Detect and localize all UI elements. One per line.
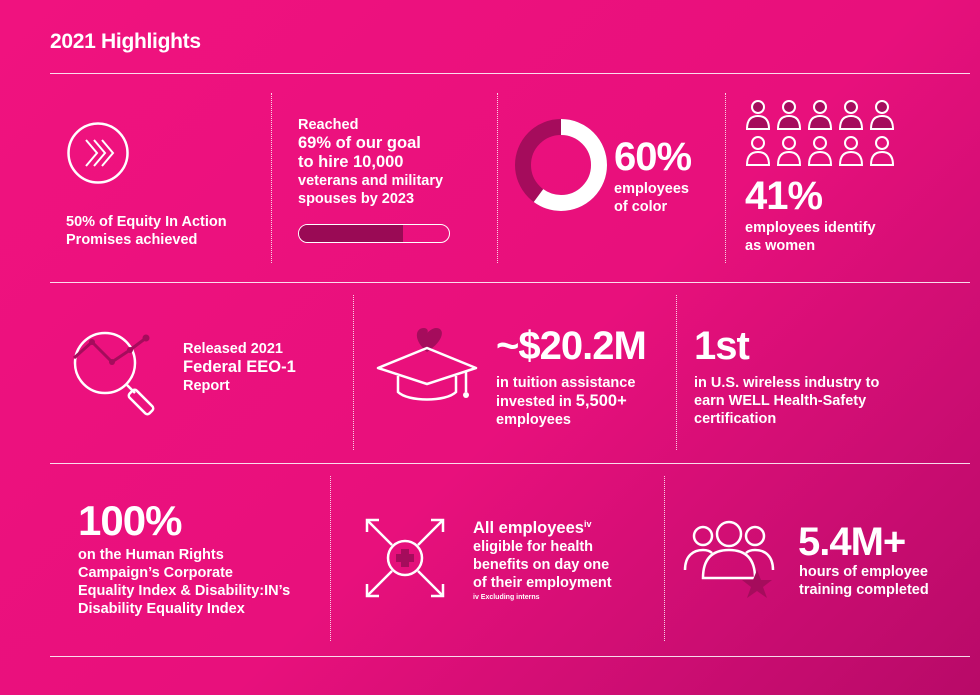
color-label2: of color: [614, 199, 668, 215]
veterans-line1: Reached: [298, 117, 359, 133]
veterans-progress-bar: [298, 224, 450, 243]
hrc-line1: on the Human Rights: [78, 547, 224, 563]
tuition-line1: in tuition assistance: [496, 375, 636, 391]
person-icon: [776, 100, 802, 130]
divider-v: [271, 93, 272, 263]
people-grid-icon: [744, 99, 904, 170]
divider-row2: [50, 463, 970, 464]
tuition-line2a: invested in: [496, 394, 576, 410]
graduation-cap-heart-icon: [374, 326, 480, 411]
eeo-block: Released 2021 Federal EEO-1 Report: [183, 340, 343, 395]
person-icon: [838, 100, 864, 130]
chevrons-circle-icon: [66, 121, 130, 190]
divider-row1: [50, 282, 970, 283]
tuition-block: in tuition assistance invested in 5,500+…: [496, 374, 666, 429]
person-icon: [807, 100, 833, 130]
person-icon: [869, 136, 895, 166]
benefits-sup: iv: [583, 519, 592, 529]
donut-fill: [515, 119, 607, 211]
benefits-line3: of their employment: [473, 574, 612, 591]
health-cross-arrows-icon: [363, 516, 447, 605]
training-line2: training completed: [799, 582, 929, 598]
person-icon: [745, 136, 771, 166]
group-star-icon: [683, 518, 783, 611]
veterans-bold1: 69% of our goal: [298, 134, 421, 152]
tuition-line2b: 5,500+: [575, 392, 627, 410]
page-title: 2021 Highlights: [50, 30, 201, 53]
veterans-line3: spouses by 2023: [298, 191, 415, 207]
donut-chart-icon: [514, 118, 608, 217]
veterans-bold2: to hire 10,000: [298, 153, 404, 171]
benefits-line2: benefits on day one: [473, 556, 610, 573]
divider-bottom: [50, 656, 970, 657]
benefits-bold: All employees: [473, 518, 584, 537]
hrc-value: 100%: [78, 497, 182, 544]
well-line1: in U.S. wireless industry to: [694, 375, 880, 391]
training-value: 5.4M+: [798, 520, 906, 564]
veterans-progress-fill: [299, 225, 403, 242]
color-label: employees of color: [614, 180, 689, 216]
benefits-note: iv Excluding interns: [473, 594, 540, 601]
veterans-block: Reached 69% of our goal to hire 10,000 v…: [298, 116, 478, 208]
veterans-line2: veterans and military: [298, 173, 444, 189]
divider-v: [497, 93, 498, 263]
eeo-bold: Federal EEO-1: [183, 358, 296, 376]
person-icon: [745, 100, 771, 130]
color-label1: employees: [614, 181, 689, 197]
women-label2: as women: [745, 238, 816, 254]
hrc-line4: Disability Equality Index: [78, 601, 245, 617]
eeo-line2: Report: [183, 378, 230, 394]
tuition-line3: employees: [496, 412, 571, 428]
hrc-block: on the Human Rights Campaign’s Corporate…: [78, 546, 318, 618]
well-value: 1st: [694, 324, 750, 368]
benefits-line1: eligible for health: [473, 538, 594, 555]
eeo-line1: Released 2021: [183, 341, 283, 357]
well-block: in U.S. wireless industry to earn WELL H…: [694, 374, 914, 428]
divider-v: [725, 93, 726, 263]
women-value: 41%: [745, 174, 823, 218]
hrc-line2: Campaign’s Corporate: [78, 565, 233, 581]
divider-top: [50, 73, 970, 74]
well-line2: earn WELL Health-Safety: [694, 393, 867, 409]
color-value: 60%: [614, 135, 692, 179]
training-line1: hours of employee: [799, 564, 928, 580]
person-icon: [838, 136, 864, 166]
divider-v: [664, 476, 665, 641]
person-icon: [869, 100, 895, 130]
magnifier-chart-icon: [72, 330, 168, 425]
person-icon: [807, 136, 833, 166]
equity-text: 50% of Equity In Action Promises achieve…: [66, 214, 227, 248]
divider-v: [330, 476, 331, 641]
divider-v: [353, 295, 354, 450]
tuition-value: ~$20.2M: [496, 324, 647, 368]
training-block: hours of employee training completed: [799, 563, 929, 599]
well-line3: certification: [694, 411, 777, 427]
benefits-block: All employeesiv eligible for health bene…: [473, 515, 653, 592]
women-label: employees identify as women: [745, 219, 876, 255]
divider-v: [676, 295, 677, 450]
women-label1: employees identify: [745, 220, 876, 236]
person-icon: [776, 136, 802, 166]
hrc-line3: Equality Index & Disability:IN’s: [78, 583, 291, 599]
